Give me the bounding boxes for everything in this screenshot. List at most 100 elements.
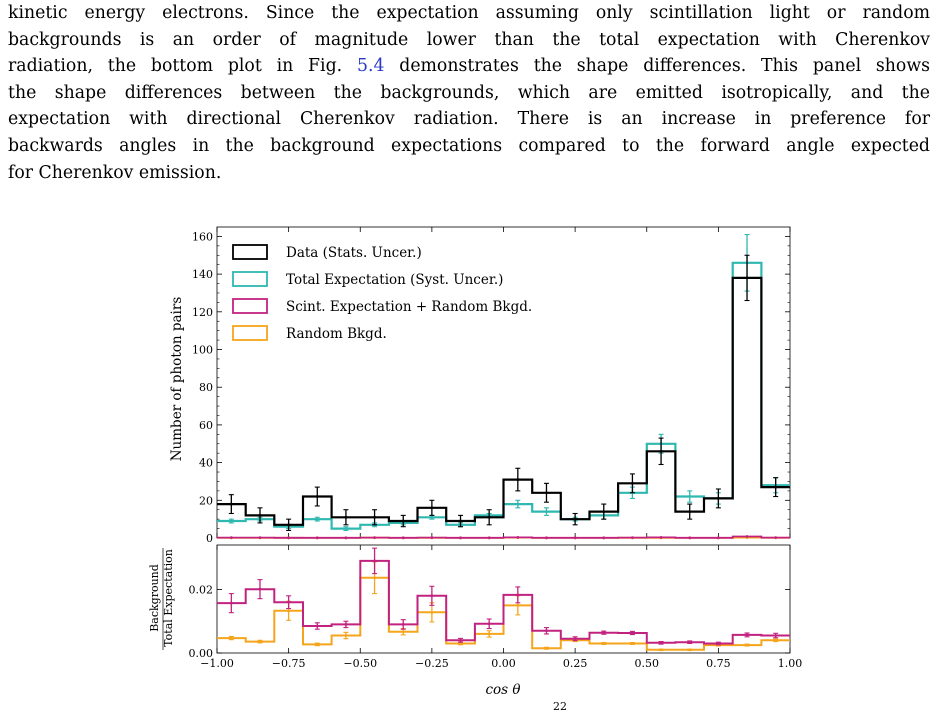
data-point	[229, 636, 233, 640]
data-point	[430, 610, 434, 614]
data-point	[688, 536, 692, 540]
data-point	[459, 536, 462, 540]
data-point	[401, 623, 405, 626]
figure-reference-link[interactable]: 5.4	[356, 56, 385, 77]
ratio-y-label-denominator: Total Expectation	[162, 549, 175, 647]
data-point	[229, 502, 233, 506]
data-point	[774, 638, 778, 642]
y-tick-label: 80	[199, 381, 213, 394]
y-tick-label: 60	[199, 419, 213, 432]
data-point	[659, 449, 663, 453]
data-point	[344, 527, 348, 530]
series-line	[217, 535, 790, 539]
data-point	[287, 523, 291, 527]
data-point	[545, 646, 548, 650]
x-tick-label: −0.75	[272, 657, 306, 670]
data-point	[373, 559, 376, 563]
data-point	[344, 623, 348, 626]
data-point	[258, 640, 262, 643]
data-point	[631, 536, 634, 540]
data-point	[487, 515, 491, 519]
legend-swatch	[232, 271, 268, 287]
data-point	[602, 642, 606, 645]
y-tick-label: 0.02	[189, 583, 214, 596]
y-tick-label: 120	[192, 306, 213, 319]
data-point	[602, 510, 606, 514]
data-point	[716, 642, 720, 645]
text-line: radiation, the bottom plot in Fig. 5.4 d…	[8, 56, 930, 77]
data-point	[631, 642, 634, 645]
data-point	[716, 497, 720, 500]
data-point	[688, 640, 692, 644]
data-point	[716, 536, 720, 540]
data-point	[745, 633, 749, 637]
legend-label: Total Expectation (Syst. Uncer.)	[286, 272, 503, 288]
data-point	[487, 536, 491, 540]
data-point	[487, 632, 491, 636]
data-point	[516, 593, 520, 597]
legend-label: Scint. Expectation + Random Bkgd.	[286, 299, 532, 315]
legend-label: Random Bkgd.	[286, 326, 387, 342]
series-line	[217, 276, 790, 526]
text-line: backwards angles in the background expec…	[8, 135, 930, 156]
data-point	[631, 631, 634, 635]
x-tick-label: 1.00	[778, 657, 803, 670]
text-line: for Cherenkov emission.	[8, 162, 222, 183]
data-point	[258, 536, 262, 540]
data-point	[774, 536, 778, 540]
data-point	[229, 601, 233, 605]
data-point	[373, 576, 376, 580]
main-panel: 0 20 40 60 80 100 120 140 160	[192, 226, 791, 545]
x-tick-label: 0.25	[563, 657, 588, 670]
data-point	[602, 536, 606, 540]
legend-swatch	[232, 325, 268, 341]
y-tick-label: 40	[199, 457, 213, 470]
data-point	[573, 536, 577, 540]
x-tick-label: 0.75	[706, 657, 731, 670]
data-point	[401, 536, 405, 540]
legend-swatch	[232, 298, 268, 314]
data-point	[315, 643, 319, 646]
data-point	[545, 510, 548, 514]
data-point	[315, 624, 319, 628]
data-point	[287, 536, 291, 540]
data-point	[545, 536, 548, 540]
data-point	[573, 517, 577, 521]
data-point	[344, 515, 348, 519]
data-point	[516, 536, 520, 539]
y-tick-label: 0	[206, 532, 213, 545]
data-point	[430, 594, 434, 598]
text-line: expectation with directional Cherenkov r…	[8, 109, 930, 130]
data-point	[516, 478, 520, 481]
data-point	[602, 631, 606, 635]
data-point	[659, 641, 663, 645]
data-point	[745, 643, 749, 647]
data-point	[287, 609, 291, 613]
text-line: the shape differences between the backgr…	[8, 82, 930, 103]
data-point	[774, 485, 778, 489]
data-point	[229, 519, 233, 523]
data-point	[774, 634, 778, 637]
x-tick-label: −0.25	[415, 657, 449, 670]
data-point	[344, 536, 348, 540]
data-point	[315, 536, 319, 540]
y-tick-label: 0.00	[189, 647, 214, 660]
data-point	[688, 510, 692, 514]
data-point	[401, 519, 405, 523]
x-axis-label: cos θ	[485, 682, 520, 698]
data-point	[430, 536, 434, 540]
data-point	[459, 638, 462, 642]
data-point	[287, 600, 291, 604]
data-point	[344, 634, 348, 637]
x-tick-label: −1.00	[200, 657, 234, 670]
y-axis-label: Number of photon pairs	[169, 297, 185, 462]
y-tick-label: 100	[192, 344, 213, 357]
text-line: backgrounds is an order of magnitude low…	[8, 29, 930, 50]
page-number: 22	[553, 700, 567, 713]
body-paragraph: kinetic energy electrons. Since the expe…	[8, 0, 930, 186]
data-point	[745, 276, 749, 280]
data-point	[258, 513, 262, 517]
data-point	[516, 502, 520, 506]
x-tick-label: −0.50	[343, 657, 377, 670]
data-point	[373, 515, 376, 519]
